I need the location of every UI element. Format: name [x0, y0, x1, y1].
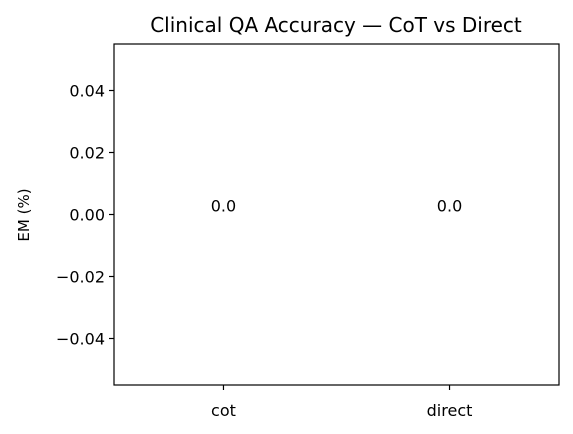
y-ticks-group: −0.04 −0.02 0.00 0.02 0.04	[56, 82, 114, 349]
y-tick-label: −0.02	[56, 268, 105, 287]
y-tick-label: −0.04	[56, 330, 105, 349]
x-ticks-group: cot direct	[211, 385, 472, 420]
x-tick-label-cot: cot	[211, 401, 236, 420]
plot-frame	[113, 43, 560, 386]
chart-title: Clinical QA Accuracy — CoT vs Direct	[150, 13, 522, 37]
bar-value-label: 0.0	[211, 197, 236, 216]
y-tick-label: 0.00	[69, 206, 105, 225]
y-tick-label: 0.04	[69, 82, 105, 101]
x-tick-label-direct: direct	[427, 401, 473, 420]
bar-value-label: 0.0	[437, 197, 462, 216]
y-tick-label: 0.02	[69, 144, 105, 163]
y-axis-label: EM (%)	[15, 188, 33, 241]
bars-group: 0.0 0.0	[211, 197, 463, 216]
